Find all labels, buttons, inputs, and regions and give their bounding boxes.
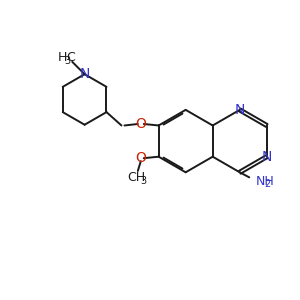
Text: C: C [66,51,75,64]
Text: O: O [135,151,146,165]
Text: NH: NH [256,175,275,188]
Text: H: H [58,51,67,64]
Text: N: N [262,150,272,164]
Text: N: N [80,67,90,81]
Text: 2: 2 [264,179,271,189]
Text: 3: 3 [141,176,147,186]
Text: N: N [235,103,245,117]
Text: CH: CH [127,171,146,184]
Text: O: O [135,117,146,131]
Text: 3: 3 [64,56,70,66]
